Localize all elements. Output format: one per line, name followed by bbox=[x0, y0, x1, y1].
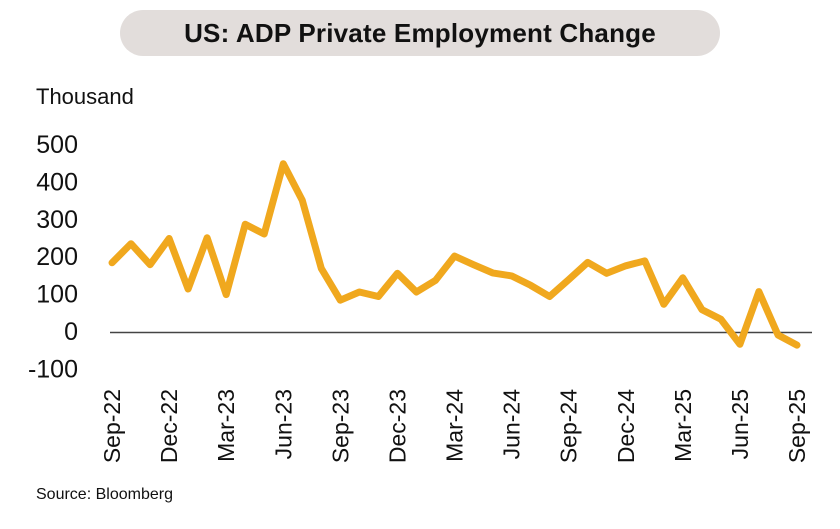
x-tick-label: Sep-25 bbox=[784, 389, 810, 463]
y-tick-label: 400 bbox=[36, 168, 78, 196]
y-axis-unit-label: Thousand bbox=[36, 84, 134, 109]
y-tick-label: -100 bbox=[28, 355, 78, 383]
x-tick-label: Sep-22 bbox=[99, 389, 125, 463]
x-tick-label: Jun-25 bbox=[727, 389, 753, 459]
x-tick-label: Sep-23 bbox=[327, 389, 353, 463]
source-label: Source: Bloomberg bbox=[36, 486, 173, 503]
y-tick-label: 500 bbox=[36, 131, 78, 159]
y-tick-label: 0 bbox=[64, 318, 78, 346]
chart-title: US: ADP Private Employment Change bbox=[184, 17, 656, 48]
x-tick-label: Dec-22 bbox=[156, 389, 182, 463]
x-tick-label: Mar-24 bbox=[442, 389, 468, 462]
y-tick-label: 100 bbox=[36, 281, 78, 309]
x-tick-label: Dec-23 bbox=[384, 389, 410, 463]
employment-change-line bbox=[108, 160, 801, 349]
y-tick-label: 200 bbox=[36, 243, 78, 271]
x-tick-label: Dec-24 bbox=[613, 389, 639, 463]
x-tick-label: Mar-25 bbox=[670, 389, 696, 462]
y-tick-label: 300 bbox=[36, 206, 78, 234]
x-tick-label: Jun-23 bbox=[270, 389, 296, 459]
chart-title-pill: US: ADP Private Employment Change bbox=[120, 10, 720, 56]
x-tick-label: Mar-23 bbox=[213, 389, 239, 462]
x-tick-label: Sep-24 bbox=[556, 389, 582, 463]
x-tick-label: Jun-24 bbox=[499, 389, 525, 460]
